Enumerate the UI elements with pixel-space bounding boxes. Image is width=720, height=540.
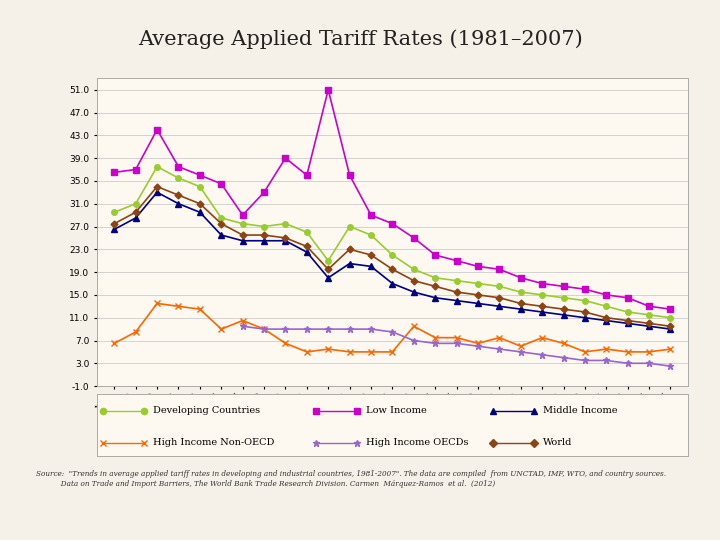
Text: High Income OECDs: High Income OECDs (366, 438, 468, 447)
Text: Source:  "Trends in average applied tariff rates in developing and industrial co: Source: "Trends in average applied tarif… (36, 470, 666, 478)
Text: Data on Trade and Import Barriers, The World Bank Trade Research Division. Carme: Data on Trade and Import Barriers, The W… (36, 480, 495, 488)
Text: Average Applied Tariff Rates (1981–2007): Average Applied Tariff Rates (1981–2007) (138, 30, 582, 49)
Text: World: World (543, 438, 572, 447)
Text: High Income Non-OECD: High Income Non-OECD (153, 438, 274, 447)
Text: Low Income: Low Income (366, 407, 426, 415)
Text: Middle Income: Middle Income (543, 407, 618, 415)
Text: Developing Countries: Developing Countries (153, 407, 261, 415)
